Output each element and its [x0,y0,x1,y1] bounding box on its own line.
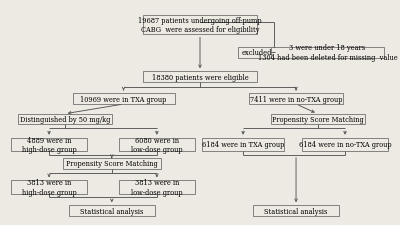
Text: 4889 were in
high-dose group: 4889 were in high-dose group [22,136,76,153]
FancyBboxPatch shape [73,94,174,105]
Text: 7411 were in no-TXA group: 7411 were in no-TXA group [250,95,342,103]
FancyBboxPatch shape [18,114,112,125]
FancyBboxPatch shape [119,138,195,151]
FancyBboxPatch shape [119,180,195,194]
FancyBboxPatch shape [238,48,276,58]
Text: 6184 were in TXA group: 6184 were in TXA group [202,141,284,149]
Text: 3 were under 18 years
1304 had been deleted for missing  value: 3 were under 18 years 1304 had been dele… [258,44,397,62]
Text: Propensity Score Matching: Propensity Score Matching [272,116,364,124]
Text: Statistical analysis: Statistical analysis [80,207,144,215]
FancyBboxPatch shape [63,158,161,169]
FancyBboxPatch shape [11,138,87,151]
Text: 6184 were in no-TXA group: 6184 were in no-TXA group [299,141,391,149]
FancyBboxPatch shape [302,138,388,151]
Text: Distinguished by 50 mg/kg: Distinguished by 50 mg/kg [20,116,110,124]
Text: 18380 patients were eligible: 18380 patients were eligible [152,73,248,81]
FancyBboxPatch shape [270,48,384,58]
FancyBboxPatch shape [253,205,339,216]
FancyBboxPatch shape [202,138,284,151]
Text: 3813 were in
low-dose group: 3813 were in low-dose group [131,178,183,196]
Text: 19687 patients undergoing off-pump
CABG  were assessed for eligibility: 19687 patients undergoing off-pump CABG … [138,17,262,34]
FancyBboxPatch shape [69,205,155,216]
FancyBboxPatch shape [270,114,365,125]
Text: 10969 were in TXA group: 10969 were in TXA group [80,95,167,103]
Text: Propensity Score Matching: Propensity Score Matching [66,160,158,168]
FancyBboxPatch shape [143,72,257,83]
Text: excluded: excluded [242,49,272,57]
FancyBboxPatch shape [11,180,87,194]
Text: 6080 were in
low-dose group: 6080 were in low-dose group [131,136,183,153]
Text: 3813 were in
high-dose group: 3813 were in high-dose group [22,178,76,196]
FancyBboxPatch shape [249,94,343,105]
Text: Statistical analysis: Statistical analysis [264,207,328,215]
FancyBboxPatch shape [143,16,257,35]
